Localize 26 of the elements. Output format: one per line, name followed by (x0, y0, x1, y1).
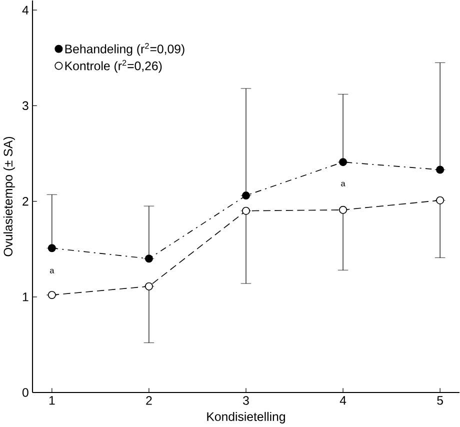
legend-label: Kontrole (r$^{2}$=0,26) (65, 60, 162, 73)
point (48, 244, 56, 252)
y-tick-label: 1 (22, 292, 28, 302)
y-tick-label: 3 (22, 101, 28, 110)
y-tick-label: 0 (22, 388, 28, 397)
point (436, 166, 444, 174)
point (339, 206, 348, 214)
x-tick-label: 5 (437, 396, 443, 405)
point (436, 196, 444, 204)
point (242, 206, 250, 215)
y-axis-title: Ovulasietempo (± SA) (3, 137, 15, 256)
point (144, 254, 153, 263)
x-axis-title: Kondisietelling (207, 412, 285, 424)
annotation: a (50, 268, 54, 274)
x-tick-label: 1 (49, 396, 55, 405)
y-tick-label: 4 (22, 6, 29, 14)
point (48, 291, 56, 300)
legend-label: Behandeling (r$^{2}$=0,09) (65, 43, 184, 56)
point (144, 282, 153, 290)
annotation: a (341, 182, 346, 186)
x-tick-label: 3 (243, 396, 249, 405)
x-tick-label: 4 (340, 396, 346, 405)
y-tick-label: 2 (22, 197, 28, 206)
point (339, 158, 348, 166)
point (242, 192, 250, 200)
x-tick-label: 2 (146, 396, 152, 405)
